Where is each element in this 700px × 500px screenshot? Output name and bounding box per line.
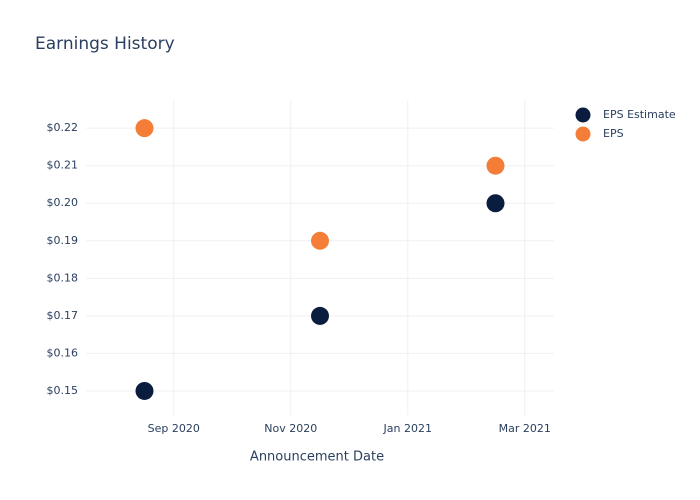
marker [311,231,329,250]
legend-label: EPS Estimate [603,108,676,121]
marker [311,306,329,325]
legend-label: EPS [603,127,624,140]
y-tick-label: $0.17 [47,309,79,322]
y-tick-label: $0.18 [47,271,79,284]
chart-title: Earnings History [35,34,175,54]
y-tick-label: $0.19 [47,234,79,247]
y-tick-label: $0.21 [47,159,79,172]
y-tick-label: $0.20 [47,196,79,209]
y-tick-label: $0.15 [47,384,79,397]
marker [486,194,505,213]
legend-marker [575,126,591,142]
x-tick-label: Jan 2021 [383,422,432,435]
legend-marker [575,107,591,123]
x-tick-label: Nov 2020 [264,422,317,435]
x-axis-label: Announcement Date [250,450,384,465]
y-tick-label: $0.16 [47,346,79,359]
y-tick-label: $0.22 [47,121,79,134]
marker [135,381,154,400]
marker [135,119,154,138]
marker [486,156,505,175]
x-tick-label: Mar 2021 [499,422,551,435]
x-tick-label: Sep 2020 [148,422,200,435]
